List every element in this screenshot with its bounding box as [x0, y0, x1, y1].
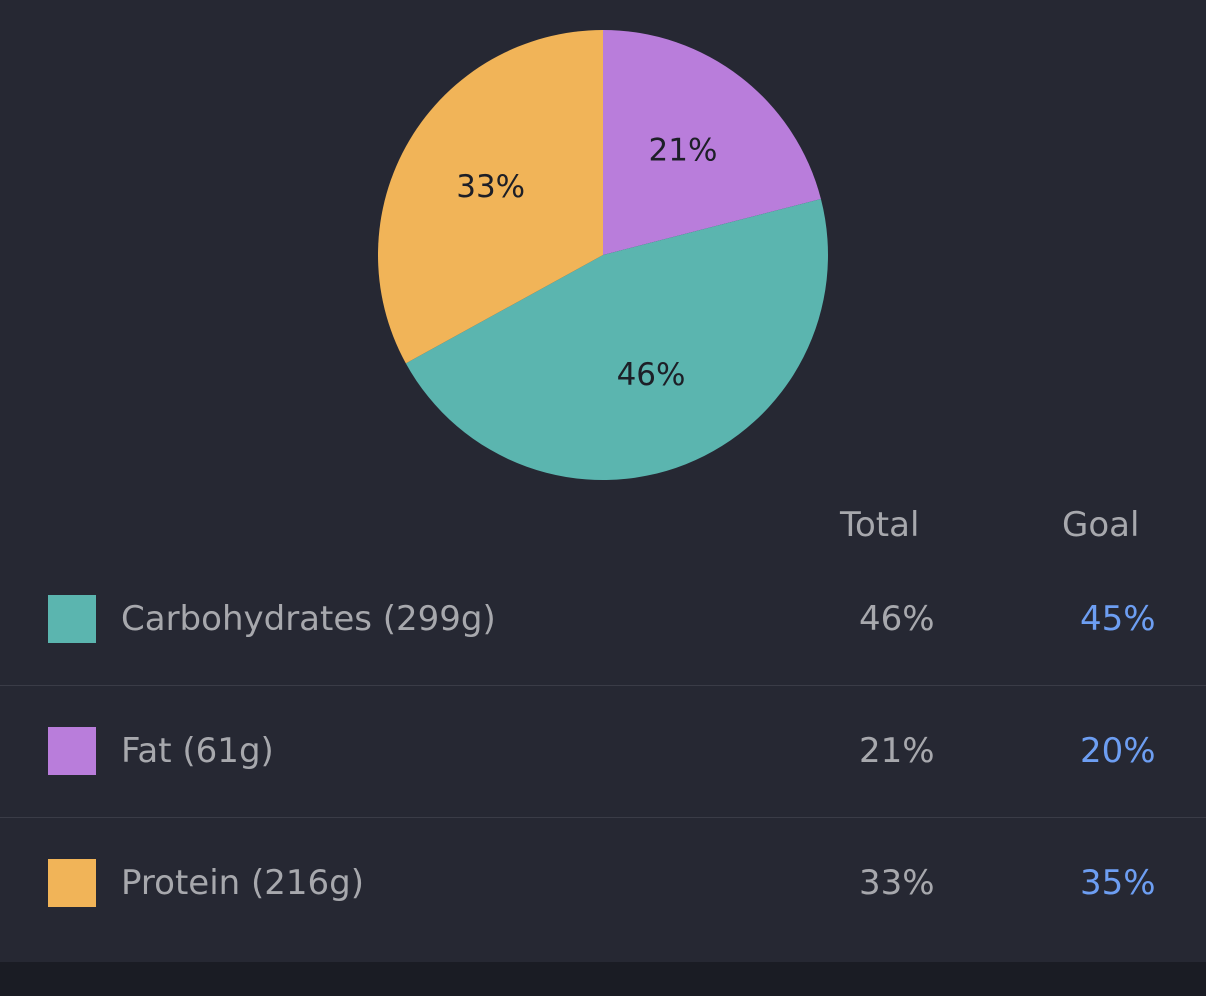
bottom-bar — [0, 962, 1206, 996]
carbohydrates-total: 46% — [859, 599, 935, 639]
total-column-header: Total — [840, 505, 920, 545]
pie-label-protein: 33% — [456, 169, 525, 205]
protein-label: Protein (216g) — [121, 863, 364, 903]
pie-label-fat: 21% — [649, 132, 718, 168]
pie-slice-fat — [603, 30, 821, 255]
fat-label: Fat (61g) — [121, 731, 274, 771]
protein-total: 33% — [859, 863, 935, 903]
fat-total: 21% — [859, 731, 935, 771]
pie-slice-carbohydrates — [405, 199, 828, 481]
macros-pie-chart: 21% 46% 33% — [377, 30, 828, 481]
protein-goal: 35% — [1080, 863, 1156, 903]
fat-color-swatch — [48, 727, 96, 775]
protein-color-swatch — [48, 859, 96, 907]
goal-column-header: Goal — [1062, 505, 1140, 545]
macro-row-protein[interactable]: Protein (216g) 33% 35% — [0, 817, 1206, 949]
carbohydrates-color-swatch — [48, 595, 96, 643]
macro-row-fat[interactable]: Fat (61g) 21% 20% — [0, 685, 1206, 818]
carbohydrates-label: Carbohydrates (299g) — [121, 599, 496, 639]
pie-label-carbohydrates: 46% — [617, 357, 686, 393]
macro-row-carbohydrates[interactable]: Carbohydrates (299g) 46% 45% — [0, 553, 1206, 686]
fat-goal: 20% — [1080, 731, 1156, 771]
carbohydrates-goal: 45% — [1080, 599, 1156, 639]
pie-slice-protein — [377, 30, 603, 364]
